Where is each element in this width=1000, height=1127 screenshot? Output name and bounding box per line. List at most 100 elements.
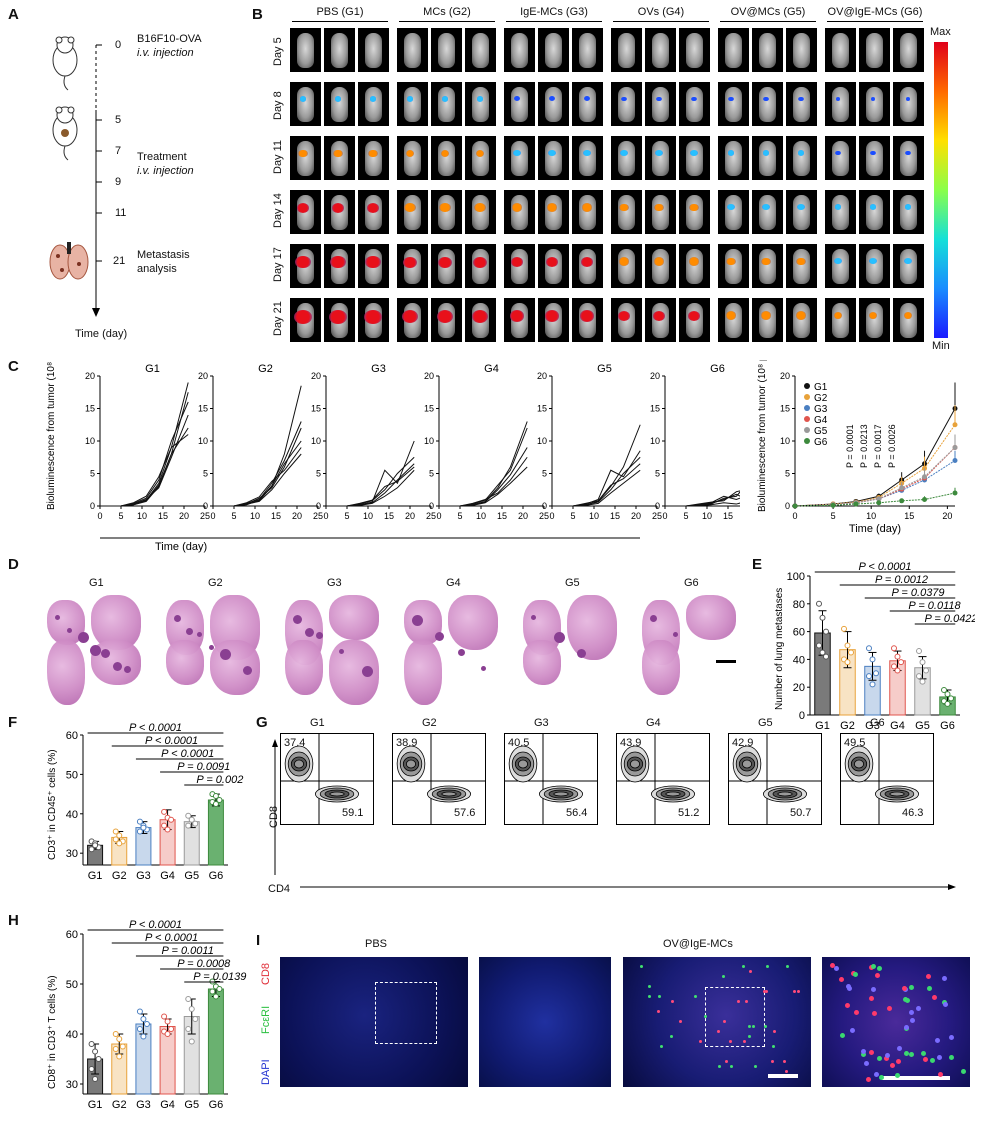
- cd8-percentage: 42.9: [732, 737, 754, 749]
- mouse-body: [365, 87, 382, 122]
- mouse-image-tile: [893, 190, 924, 234]
- data-point: [185, 812, 192, 819]
- metastasis-nodule: [435, 632, 444, 641]
- cell-dot: [752, 1025, 755, 1028]
- signal-spot: [656, 96, 662, 102]
- mouse-image-tile: [611, 136, 642, 180]
- timeline-day: 9: [115, 176, 122, 188]
- mouse-image-tile: [893, 28, 924, 72]
- scale-bar: [716, 660, 736, 663]
- x-tick-label: G6: [209, 1099, 224, 1111]
- mouse-body: [472, 33, 489, 68]
- mouse-image-tile: [504, 28, 535, 72]
- group-caption: MCs (G2): [423, 6, 471, 18]
- mouse-body: [652, 87, 669, 122]
- cell-dot: [648, 995, 651, 998]
- cell-dot: [699, 1040, 702, 1043]
- cell-dot: [671, 1000, 674, 1003]
- x-tick-label: 20: [292, 511, 302, 521]
- mouse-image-tile: [358, 136, 389, 180]
- mouse-image-tile: [397, 298, 428, 342]
- mouse-body: [866, 33, 883, 68]
- mouse-image-tile: [504, 82, 535, 126]
- cell-dot: [845, 1003, 850, 1008]
- data-point: [823, 628, 829, 635]
- group-caption: OV@MCs (G5): [730, 6, 806, 18]
- signal-spot: [547, 149, 557, 157]
- y-axis-label: Bioluminescence from tumor (10⁸ ph/s/cm²…: [46, 360, 57, 510]
- data-point: [819, 614, 826, 621]
- data-point: [88, 1041, 95, 1047]
- data-point: [899, 498, 905, 504]
- y-tick-label: 15: [198, 404, 208, 414]
- signal-spot: [438, 256, 452, 268]
- series-line: [665, 502, 740, 507]
- y-tick-label: 20: [198, 371, 208, 381]
- mouse-body: [725, 195, 742, 230]
- mouse-body: [832, 303, 849, 338]
- mouse-body: [545, 87, 562, 122]
- series-line: [552, 469, 641, 507]
- series-line: [326, 440, 415, 507]
- x-tick-label: 25: [313, 511, 323, 521]
- x-tick-label: 0: [549, 511, 554, 521]
- mouse-body: [686, 33, 703, 68]
- day-label: Day 17: [272, 247, 284, 282]
- mouse-body: [793, 249, 810, 284]
- cell-dot: [748, 1035, 751, 1038]
- signal-spot: [691, 96, 697, 102]
- histology-group-label: G2: [208, 577, 223, 589]
- mouse-body: [759, 87, 776, 122]
- signal-spot: [869, 258, 877, 265]
- mouse-image-tile: [324, 82, 355, 126]
- signal-spot: [835, 96, 841, 101]
- cd4-population: [553, 791, 569, 797]
- mouse-image-tile: [718, 82, 749, 126]
- mouse-body: [511, 195, 528, 230]
- series-line: [326, 466, 415, 507]
- x-tick-label: G2: [112, 1099, 127, 1111]
- metastasis-nodule: [186, 628, 193, 635]
- x-tick-label: 5: [683, 511, 688, 521]
- x-tick-label: 5: [344, 511, 349, 521]
- cell-dot: [749, 970, 752, 973]
- x-tick-label: G4: [160, 870, 175, 882]
- x-tick-label: 20: [942, 511, 952, 521]
- cell-dot: [763, 990, 766, 993]
- data-point: [112, 1046, 119, 1052]
- signal-spot: [580, 256, 594, 267]
- series-line: [326, 456, 415, 507]
- timeline-axis-label: Time (day): [75, 328, 128, 340]
- mouse-image-tile: [893, 244, 924, 288]
- signal-spot: [512, 149, 522, 157]
- series-line: [552, 456, 641, 507]
- y-tick-label: 0: [655, 501, 660, 511]
- signal-spot: [903, 311, 913, 319]
- mouse-image-tile: [538, 298, 569, 342]
- cd4-percentage: 50.7: [790, 807, 812, 819]
- signal-spot: [579, 310, 595, 322]
- group-caption: PBS (G1): [316, 6, 364, 18]
- mouse-image-tile: [538, 82, 569, 126]
- mouse-image-tile: [431, 136, 462, 180]
- lung-section: [686, 595, 736, 640]
- data-point: [136, 828, 143, 835]
- data-point: [216, 797, 223, 803]
- cell-dot: [885, 1053, 890, 1058]
- timeline-day: 21: [113, 255, 126, 267]
- flow-group-label: G2: [422, 717, 437, 729]
- y-tick-label: 20: [311, 371, 321, 381]
- timeline-text: i.v. injection: [137, 165, 194, 177]
- legend-label: G2: [814, 393, 828, 404]
- timeline-day: 7: [115, 145, 122, 157]
- mouse-body: [900, 33, 917, 68]
- channel-cd8-label: CD8: [260, 962, 272, 985]
- signal-spot: [364, 309, 382, 324]
- y-tick-label: 20: [424, 371, 434, 381]
- data-point: [116, 1053, 123, 1060]
- cell-dot: [932, 995, 937, 1000]
- mouse-body: [652, 195, 669, 230]
- histology-group-label: G1: [89, 577, 104, 589]
- mouse-body: [686, 195, 703, 230]
- cd4-percentage: 59.1: [342, 807, 364, 819]
